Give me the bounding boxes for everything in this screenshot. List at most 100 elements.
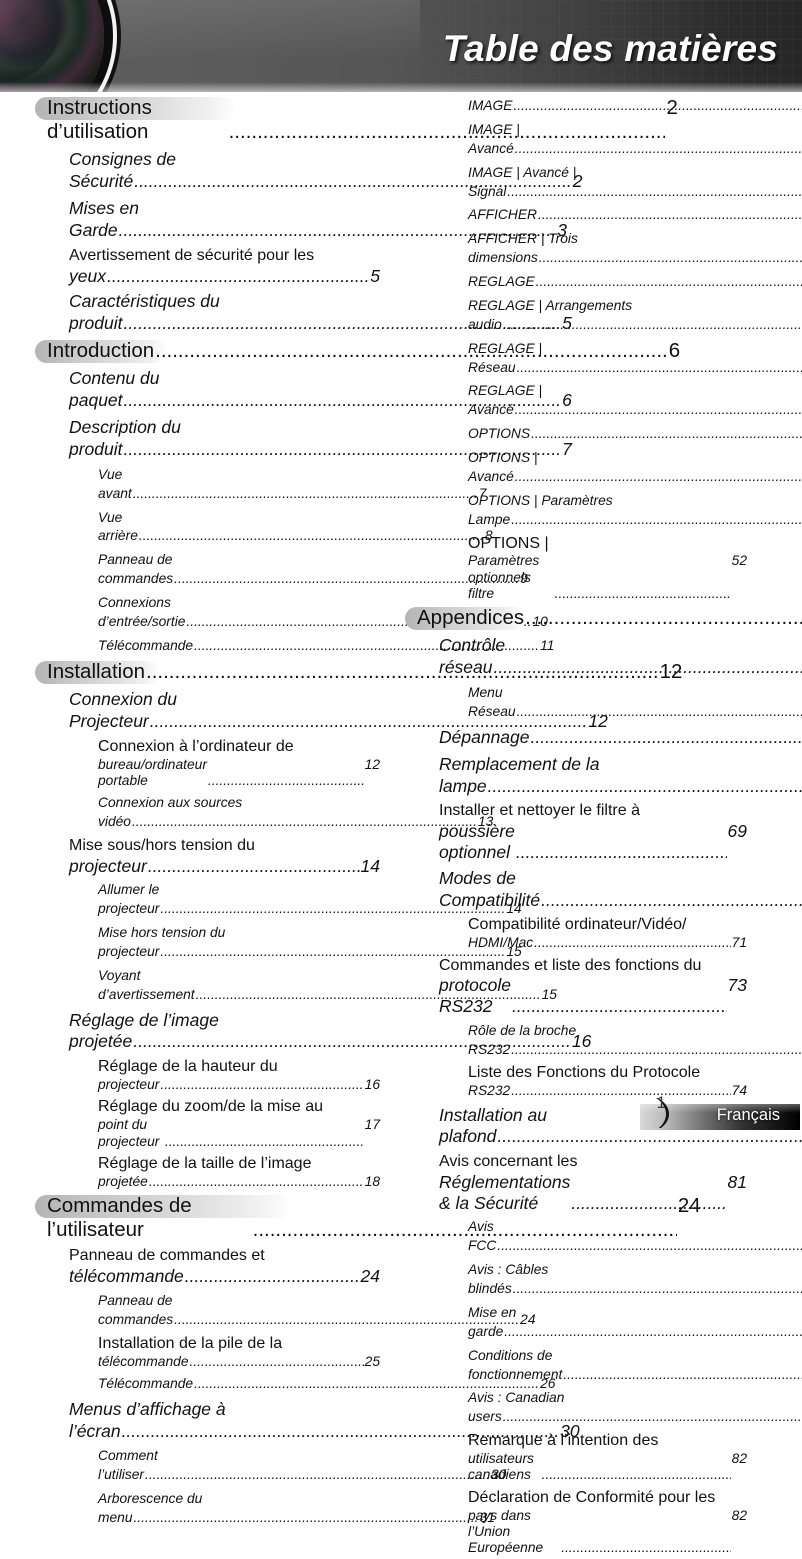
toc-page-number: 71 xyxy=(732,935,747,951)
toc-entry[interactable]: Arborescence du menu....................… xyxy=(98,1490,380,1528)
toc-entry[interactable]: Menu Réseau.............................… xyxy=(468,684,747,722)
toc-entry-label: REGLAGE xyxy=(468,274,535,289)
toc-entry[interactable]: Comment l’utiliser......................… xyxy=(98,1447,380,1485)
toc-entry[interactable]: Allumer le projecteur...................… xyxy=(98,881,380,919)
toc-entry[interactable]: Télécommande............................… xyxy=(98,1375,380,1394)
toc-entry-label-line1: Déclaration de Conformité pour les xyxy=(468,1489,747,1508)
toc-entry[interactable]: Modes de Compatibilité..................… xyxy=(439,868,747,912)
toc-leader-dots: ........................................… xyxy=(561,1540,730,1556)
toc-entry[interactable]: AFFICHER................................… xyxy=(468,206,747,225)
toc-entry[interactable]: OPTIONS | Avancé........................… xyxy=(468,449,747,487)
toc-leader-dots: ........................................… xyxy=(253,1218,677,1242)
toc-entry[interactable]: IMAGE | Avancé | Signal.................… xyxy=(468,164,747,202)
toc-entry-label-line1: Commandes et liste des fonctions du xyxy=(439,957,747,976)
toc-entry-label: bureau/ordinateur portable xyxy=(98,757,207,790)
toc-leader-dots: ........................................… xyxy=(107,266,369,287)
toc-entry[interactable]: Dépannage...............................… xyxy=(439,727,747,749)
toc-page-number: 69 xyxy=(728,821,747,842)
toc-entry[interactable]: OPTIONS | Paramètres Lampe..............… xyxy=(468,492,747,530)
toc-entry[interactable]: Connexion du Projecteur.................… xyxy=(69,689,380,733)
toc-entry[interactable]: Panneau de commandes....................… xyxy=(98,551,380,589)
toc-entry[interactable]: Vue arrière.............................… xyxy=(98,509,380,547)
toc-entry[interactable]: Conditions de fonctionnement............… xyxy=(468,1347,747,1385)
toc-entry-label-line1: Remarque à l’intention des xyxy=(468,1432,747,1451)
toc-entry-label: projecteur xyxy=(69,856,147,877)
toc-leader-dots: ........................................… xyxy=(515,469,802,484)
toc-leader-dots: ........................................… xyxy=(538,207,802,222)
toc-entry[interactable]: Vue avant...............................… xyxy=(98,466,380,504)
toc-page-number: 6 xyxy=(669,339,680,363)
toc-entry[interactable]: Voyant d’avertissement..................… xyxy=(98,967,380,1005)
lens-ring-highlight xyxy=(0,0,104,92)
toc-entry[interactable]: Installation............................… xyxy=(35,660,380,684)
toc-leader-dots: ........................................… xyxy=(149,1174,364,1190)
toc-entry[interactable]: Commandes de l’utilisateur..............… xyxy=(35,1194,380,1242)
page-number: 1 xyxy=(657,1093,666,1113)
toc-entry[interactable]: OPTIONS |Paramètres optionnels filtre...… xyxy=(468,535,747,603)
toc-entry-label: Installation xyxy=(47,660,145,684)
toc-entry[interactable]: Menus d’affichage à l’écran.............… xyxy=(69,1399,380,1443)
toc-entry[interactable]: Appendices..............................… xyxy=(405,606,747,630)
toc-entry[interactable]: REGLAGE | Avancé........................… xyxy=(468,382,747,420)
toc-entry-label-line1: Mise sous/hors tension du xyxy=(69,837,380,856)
toc-entry[interactable]: Réglage de l’image projetée.............… xyxy=(69,1010,380,1054)
toc-entry[interactable]: Mises en Garde..........................… xyxy=(69,198,380,242)
toc-entry-label: Commandes de l’utilisateur xyxy=(47,1194,252,1242)
toc-entry[interactable]: Mise en garde...........................… xyxy=(468,1304,747,1342)
toc-entry-label: Introduction xyxy=(47,339,154,363)
toc-entry-label-line1: Connexion à l’ordinateur de xyxy=(98,738,380,757)
toc-entry-label: Instructions d’utilisation xyxy=(47,96,228,144)
toc-page-number: 5 xyxy=(370,266,380,287)
toc-leader-dots: ........................................… xyxy=(155,339,668,363)
toc-page-number: 52 xyxy=(732,553,747,569)
footer-language-label: Français xyxy=(717,1106,780,1125)
toc-leader-dots: ........................................… xyxy=(531,727,802,747)
toc-entry-label: OPTIONS xyxy=(468,426,530,441)
toc-entry[interactable]: Télécommande............................… xyxy=(98,637,380,656)
toc-entry[interactable]: Connexions d’entrée/sortie..............… xyxy=(98,594,380,632)
toc-entry-label: Panneau de commandes xyxy=(98,552,173,586)
toc-entry[interactable]: Connexion aux sources vidéo.............… xyxy=(98,794,380,832)
page-title: Table des matières xyxy=(443,28,778,70)
toc-entry[interactable]: Mise hors tension du projecteur.........… xyxy=(98,924,380,962)
toc-entry[interactable]: Caractéristiques du produit.............… xyxy=(69,291,380,335)
toc-leader-dots: ........................................… xyxy=(542,1467,731,1483)
toc-entry[interactable]: Panneau de commandes....................… xyxy=(98,1292,380,1330)
toc-entry[interactable]: OPTIONS.................................… xyxy=(468,425,747,444)
toc-entry-label: Modes de Compatibilité xyxy=(439,868,540,910)
toc-leader-dots: ........................................… xyxy=(488,776,802,796)
table-of-contents: Instructions d’utilisation..............… xyxy=(0,92,802,1072)
toc-entry-label: Connexions d’entrée/sortie xyxy=(98,595,185,629)
toc-entry[interactable]: Rôle de la broche RS232.................… xyxy=(468,1022,747,1060)
toc-entry[interactable]: Description du produit..................… xyxy=(69,417,380,461)
toc-entry[interactable]: Remplacement de la lampe................… xyxy=(439,754,747,798)
toc-entry[interactable]: Compatibilité ordinateur/Vidéo/HDMI/Mac.… xyxy=(468,916,747,951)
toc-entry-label: yeux xyxy=(69,266,106,287)
toc-entry[interactable]: Instructions d’utilisation..............… xyxy=(35,96,380,144)
toc-entry[interactable]: Introduction............................… xyxy=(35,339,380,363)
toc-entry[interactable]: REGLAGE.................................… xyxy=(468,273,747,292)
toc-entry-label: télécommande xyxy=(98,1354,189,1370)
toc-entry[interactable]: Avis : Canadian users...................… xyxy=(468,1389,747,1427)
toc-left-column: Instructions d’utilisation..............… xyxy=(47,92,380,1531)
toc-entry[interactable]: Avis : Câbles blindés...................… xyxy=(468,1261,747,1299)
toc-leader-dots: ........................................… xyxy=(229,120,666,144)
toc-entry-label: Voyant d’avertissement xyxy=(98,968,195,1002)
toc-entry[interactable]: REGLAGE | Arrangements audio............… xyxy=(468,297,747,335)
toc-entry[interactable]: Consignes de Sécurité...................… xyxy=(69,149,380,193)
toc-page-number: 12 xyxy=(660,660,683,684)
toc-entry[interactable]: Contenu du paquet.......................… xyxy=(69,368,380,412)
toc-entry[interactable]: AFFICHER | Trois dimensions.............… xyxy=(468,230,747,268)
toc-leader-dots: ........................................… xyxy=(563,1367,802,1382)
toc-page-number: 81 xyxy=(728,1172,747,1193)
